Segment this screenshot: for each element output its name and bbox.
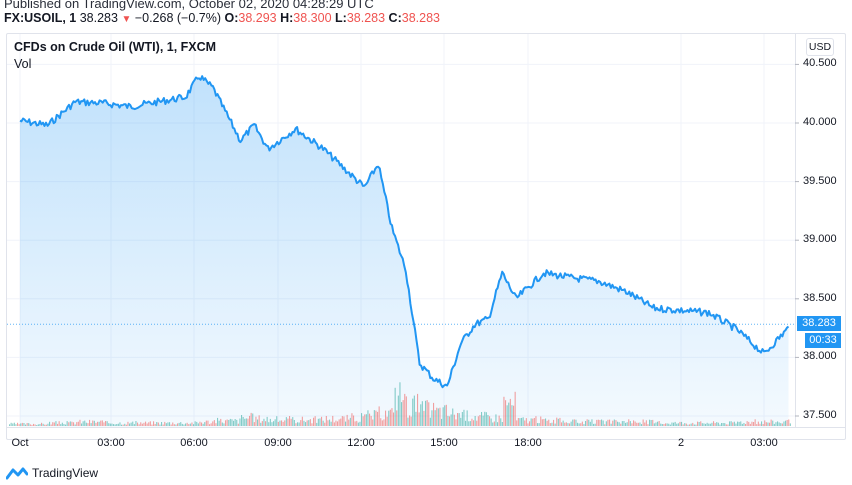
low-label: L:	[335, 11, 347, 25]
published-note: Published on TradingView.com, October 02…	[4, 0, 374, 11]
price-tick-label: 37.500	[803, 409, 837, 421]
price-tick-label: 40.000	[803, 116, 837, 128]
close-label: C:	[388, 11, 402, 25]
tradingview-brand[interactable]: TradingView	[6, 466, 98, 480]
open-value: 38.293	[238, 11, 277, 25]
chart-frame	[6, 33, 846, 440]
low-value: 38.283	[346, 11, 386, 25]
volume-legend: Vol	[14, 57, 32, 71]
brand-name: TradingView	[32, 466, 99, 480]
current-price-label: 38.283	[797, 316, 841, 331]
time-axis-divider	[7, 427, 845, 428]
triangle-down-icon: ▼	[121, 14, 132, 25]
ticker-line: FX:USOIL, 1 38.283 ▼ −0.268 (−0.7%) O:38…	[4, 11, 440, 25]
price-tick-label: 40.500	[803, 57, 837, 70]
tradingview-logo-icon	[6, 467, 28, 480]
time-tick-label: Oct	[11, 437, 29, 449]
time-tick-label: 15:00	[430, 437, 458, 449]
time-tick-label: 18:00	[514, 437, 542, 449]
open-label: O:	[224, 11, 239, 25]
time-tick-label: 12:00	[347, 437, 375, 449]
time-tick-label: 03:00	[97, 437, 125, 449]
time-tick-label: 03:00	[750, 437, 778, 449]
chart-legend-title: CFDs on Crude Oil (WTI), 1, FXCM	[14, 40, 217, 54]
price-axis-divider	[795, 34, 796, 427]
last-price: 38.283	[79, 11, 118, 25]
bar-countdown-label: 00:33	[805, 333, 841, 348]
price-area	[20, 76, 789, 427]
high-label: H:	[280, 11, 294, 25]
time-tick-label: 2	[677, 437, 685, 449]
price-tick-label: 38.500	[803, 291, 837, 304]
symbol: FX:USOIL, 1	[4, 11, 77, 25]
price-tick-label: 39.000	[803, 233, 837, 246]
time-tick-label: 06:00	[180, 437, 208, 449]
price-line	[19, 75, 790, 389]
price-tick-label: 39.500	[803, 174, 837, 187]
price-change: −0.268 (−0.7%)	[134, 11, 221, 25]
high-value: 38.300	[293, 11, 332, 25]
time-tick-label: 09:00	[264, 437, 292, 449]
close-value: 38.283	[401, 11, 440, 25]
currency-button[interactable]: USD	[806, 38, 834, 56]
price-tick-label: 38.000	[803, 350, 837, 363]
